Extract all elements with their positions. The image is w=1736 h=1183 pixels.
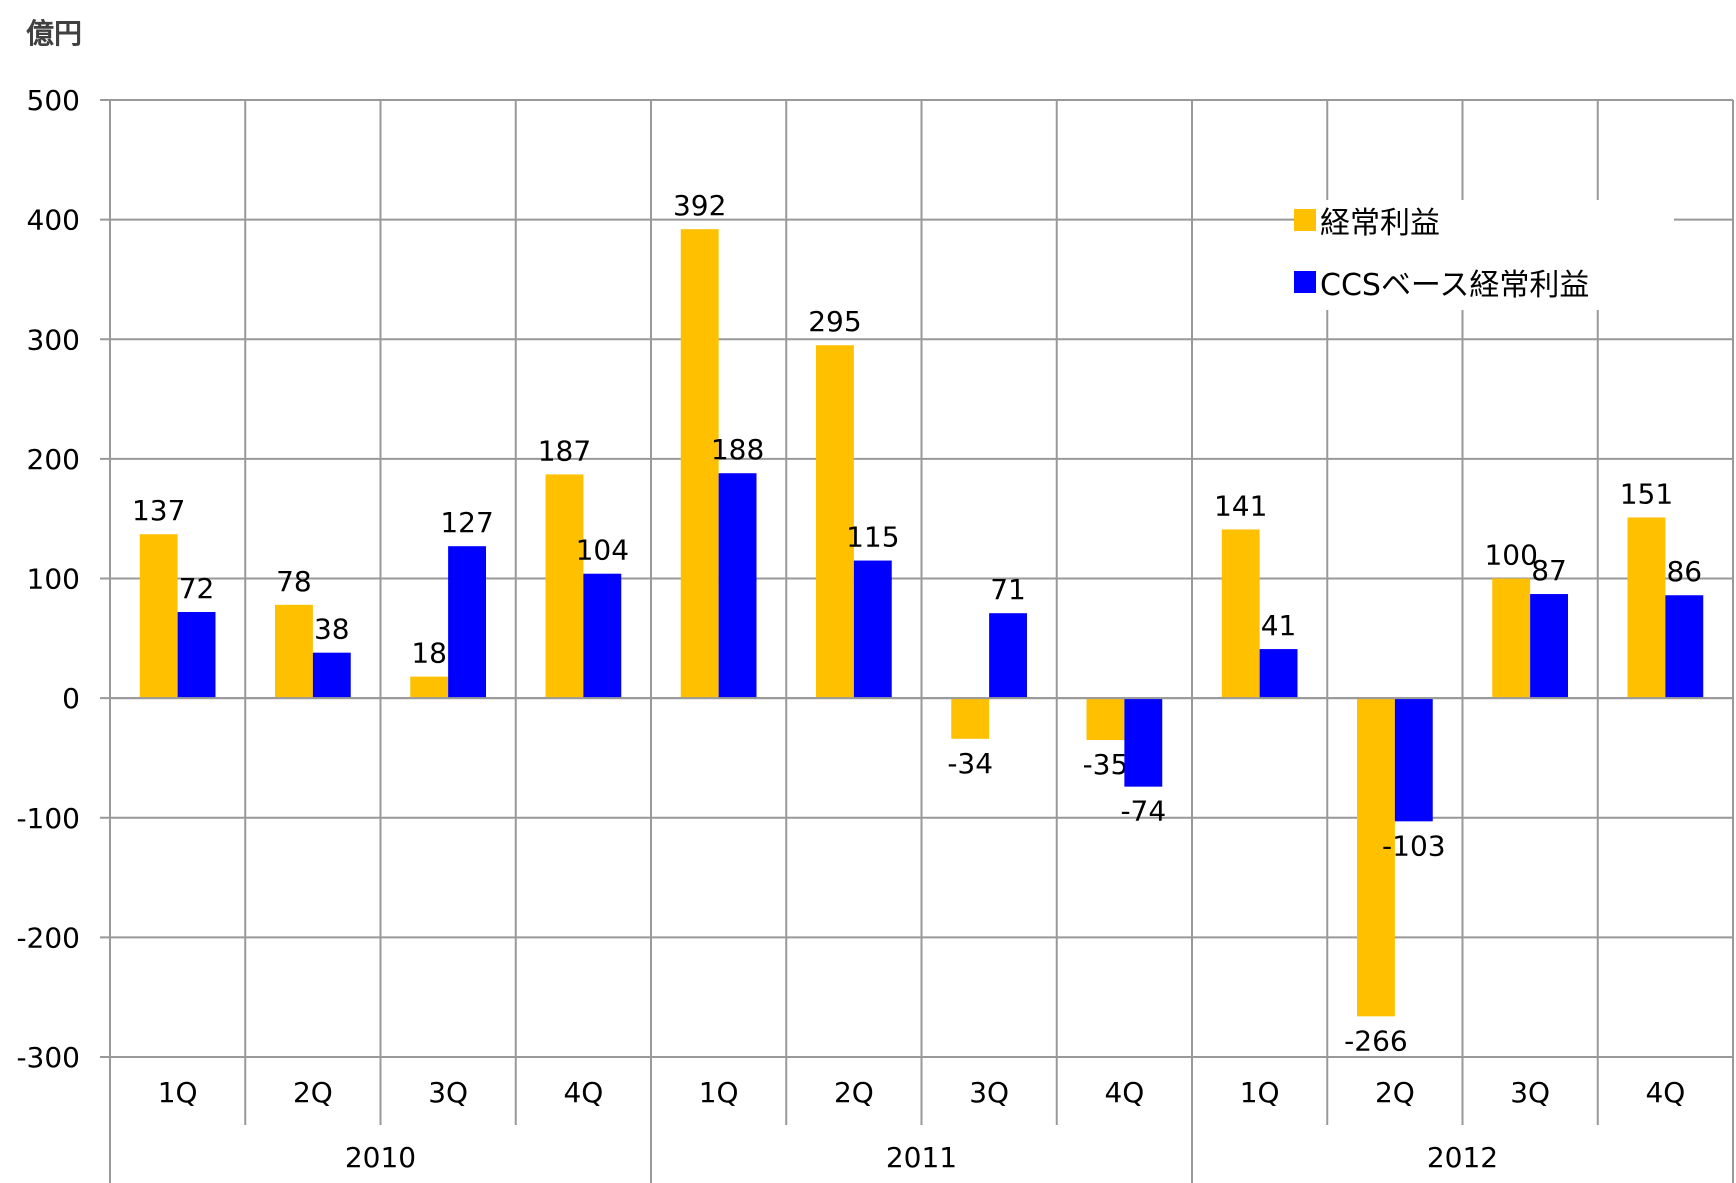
bar-series-2 (1124, 698, 1163, 787)
x-tick-label-quarter: 1Q (699, 1076, 739, 1109)
y-tick-label: 300 (27, 323, 80, 356)
data-label: 38 (314, 613, 350, 646)
bar-series-1 (680, 229, 719, 699)
data-label: 115 (846, 521, 899, 554)
x-tick-label-quarter: 3Q (969, 1076, 1009, 1109)
legend-swatch-ccs-ordinary-profit (1294, 271, 1316, 293)
bar-series-1 (1492, 578, 1531, 699)
bar-series-2 (989, 613, 1027, 699)
bar-series-2 (1530, 594, 1568, 699)
bar-series-1 (951, 698, 990, 739)
data-label: 78 (276, 565, 312, 598)
y-axis-unit-label: 億円 (26, 17, 83, 50)
bar-series-1 (139, 534, 178, 699)
y-tick-label: 0 (62, 682, 80, 715)
data-label: -34 (947, 747, 993, 780)
x-tick-label-quarter: 2Q (1375, 1076, 1415, 1109)
bar-series-1 (410, 676, 449, 699)
bar-series-1 (275, 604, 313, 699)
bar-series-2 (312, 652, 351, 699)
bar-series-1 (816, 345, 854, 699)
data-label: 100 (1484, 539, 1537, 572)
x-tick-label-quarter: 2Q (834, 1076, 874, 1109)
data-label: 151 (1620, 477, 1673, 510)
data-label: 127 (440, 506, 493, 539)
x-tick-label-quarter: 2Q (293, 1076, 333, 1109)
x-tick-label-quarter: 3Q (1510, 1076, 1550, 1109)
x-tick-label-quarter: 4Q (563, 1076, 603, 1109)
x-tick-label-quarter: 1Q (1240, 1076, 1280, 1109)
x-tick-label-year: 2010 (345, 1141, 416, 1174)
bar-series-2 (853, 560, 892, 699)
x-tick-label-year: 2012 (1427, 1141, 1498, 1174)
data-label: 187 (538, 434, 591, 467)
data-label: 295 (808, 305, 861, 338)
data-label: 188 (711, 433, 764, 466)
bar-series-2 (1259, 649, 1298, 699)
legend: 経常利益 CCSベース経常利益 (1294, 200, 1674, 310)
bar-series-2 (1665, 595, 1704, 699)
y-tick-label: -200 (16, 921, 80, 954)
data-label: -74 (1120, 795, 1166, 828)
bar-series-1 (1627, 517, 1666, 699)
data-label: -35 (1083, 748, 1129, 781)
legend-item-ccs-ordinary-profit: CCSベース経常利益 (1294, 264, 1589, 303)
x-tick-label-quarter: 4Q (1104, 1076, 1144, 1109)
x-tick-label-year: 2011 (886, 1141, 957, 1174)
y-tick-label: 200 (27, 443, 80, 476)
bar-series-1 (1086, 698, 1125, 740)
y-tick-label: 500 (27, 84, 80, 117)
data-label: 141 (1214, 489, 1267, 522)
bar-series-2 (1394, 698, 1433, 822)
data-label: 71 (990, 573, 1026, 606)
data-label: 137 (132, 494, 185, 527)
y-tick-label: -300 (16, 1041, 80, 1074)
bar-series-1 (545, 474, 584, 699)
legend-label-ccs-ordinary-profit: CCSベース経常利益 (1320, 268, 1590, 303)
y-tick-label: 100 (27, 563, 80, 596)
data-label: -266 (1344, 1024, 1408, 1057)
data-label: 392 (673, 189, 726, 222)
bar-series-1 (1357, 698, 1395, 1017)
bar-series-2 (448, 546, 486, 699)
x-tick-label-quarter: 4Q (1645, 1076, 1685, 1109)
y-tick-label: 400 (27, 204, 80, 237)
x-tick-label-quarter: 1Q (158, 1076, 198, 1109)
legend-label-ordinary-profit: 経常利益 (1320, 206, 1440, 241)
bar-series-2 (177, 611, 216, 699)
legend-item-ordinary-profit: 経常利益 (1294, 202, 1440, 241)
y-tick-label: -100 (16, 802, 80, 835)
bar-series-2 (718, 473, 757, 699)
bar-series-1 (1221, 529, 1260, 699)
legend-swatch-ordinary-profit (1294, 209, 1316, 231)
data-label: -103 (1382, 829, 1446, 862)
data-label: 87 (1531, 554, 1567, 587)
data-label: 104 (576, 534, 629, 567)
bar-series-2 (583, 573, 622, 699)
data-label: 18 (411, 637, 447, 670)
x-tick-label-quarter: 3Q (428, 1076, 468, 1109)
data-label: 72 (179, 572, 215, 605)
data-label: 86 (1666, 555, 1702, 588)
data-label: 41 (1261, 609, 1297, 642)
